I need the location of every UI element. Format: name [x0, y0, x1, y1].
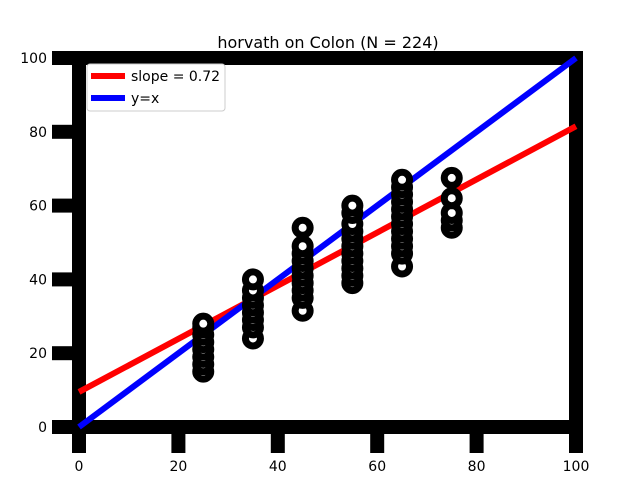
scatter-point — [440, 187, 463, 210]
scatter-point — [241, 268, 264, 291]
x-tick-mark — [569, 427, 583, 453]
x-tick-label: 40 — [269, 459, 287, 475]
y-tick-labels: 0 20 40 60 80 100 — [20, 51, 47, 436]
x-tick-mark — [171, 427, 186, 453]
legend-label-fit: slope = 0.72 — [131, 69, 220, 85]
fit-line — [77, 123, 578, 395]
x-tick-mark — [370, 427, 385, 453]
legend: slope = 0.72 y=x — [86, 63, 226, 112]
y-tick-mark — [52, 272, 79, 287]
x-tick-label: 100 — [563, 459, 590, 475]
scatter-points — [192, 166, 463, 383]
x-tick-label: 0 — [75, 459, 84, 475]
y-tick-label: 20 — [29, 346, 47, 362]
y-tick-mark — [52, 198, 79, 213]
y-tick-mark — [52, 346, 79, 361]
scatter-point — [291, 216, 314, 239]
legend-label-identity: y=x — [131, 91, 159, 107]
x-tick-label: 60 — [368, 459, 386, 475]
x-tick-label: 20 — [169, 459, 187, 475]
y-tick-mark — [52, 51, 79, 65]
axes-frame — [52, 51, 583, 434]
scatter-point — [440, 166, 463, 189]
y-tick-label: 40 — [29, 272, 47, 288]
x-tick-mark — [469, 427, 484, 453]
x-tick-label: 80 — [468, 459, 486, 475]
tick-marks — [52, 51, 583, 453]
regression-lines — [77, 55, 578, 430]
scatter-point — [291, 235, 314, 258]
scatter-point — [391, 168, 414, 191]
scatter-point — [192, 312, 215, 335]
y-tick-label: 60 — [29, 199, 47, 215]
y-tick-mark — [52, 420, 79, 434]
chart-title: horvath on Colon (N = 224) — [217, 33, 438, 52]
y-tick-label: 100 — [20, 51, 47, 67]
scatter-point — [341, 194, 364, 217]
y-tick-mark — [52, 124, 79, 139]
x-tick-mark — [270, 427, 285, 453]
identity-line — [77, 55, 578, 430]
y-tick-label: 80 — [29, 125, 47, 141]
x-tick-labels: 0 20 40 60 80 100 — [75, 459, 590, 475]
y-tick-label: 0 — [38, 420, 47, 436]
